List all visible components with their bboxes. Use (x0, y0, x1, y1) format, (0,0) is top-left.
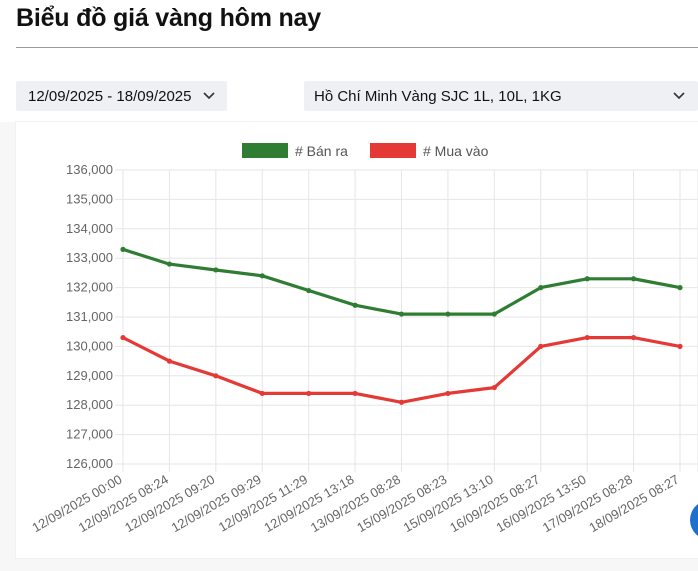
data-point (306, 390, 312, 397)
y-tick-label: 131,000 (66, 309, 113, 324)
data-point (166, 261, 173, 267)
chevron-down-icon (672, 81, 686, 111)
date-range-value: 12/09/2025 - 18/09/2025 (28, 87, 192, 105)
chart-grid (115, 169, 698, 472)
title-divider (16, 47, 698, 48)
data-point (398, 311, 405, 317)
gold-type-select[interactable]: Hồ Chí Minh Vàng SJC 1L, 10L, 1KG (304, 81, 698, 111)
data-point (491, 384, 497, 391)
page-background (0, 122, 16, 558)
chevron-down-icon (202, 81, 216, 111)
y-tick-label: 127,000 (66, 427, 113, 442)
chart-panel: 126,000 127,000 128,000 129,000 130,000 131,0… (16, 122, 698, 558)
legend-swatch (242, 143, 288, 158)
data-point (352, 302, 358, 308)
data-point (398, 399, 405, 405)
chart-series (120, 246, 683, 405)
y-tick-label: 135,000 (66, 191, 113, 206)
chart-legend[interactable]: # Bán ra # Mua vào (242, 143, 489, 159)
legend-label: # Bán ra (295, 143, 348, 159)
page-background (0, 558, 698, 571)
data-point (677, 285, 683, 291)
data-point (213, 267, 219, 273)
data-point (538, 285, 544, 291)
data-point (445, 311, 451, 317)
y-tick-label: 133,000 (66, 250, 113, 265)
data-point (352, 390, 358, 397)
data-point (677, 343, 683, 349)
y-tick-label: 128,000 (66, 397, 113, 412)
y-tick-label: 130,000 (66, 338, 113, 353)
gold-type-value: Hồ Chí Minh Vàng SJC 1L, 10L, 1KG (314, 87, 562, 105)
legend-swatch (370, 143, 416, 158)
page-title: Biểu đồ giá vàng hôm nay (16, 4, 321, 32)
data-point (120, 246, 126, 252)
data-point (538, 343, 544, 349)
data-point (630, 334, 637, 341)
data-point (306, 287, 312, 294)
data-point (120, 334, 126, 341)
y-tick-label: 132,000 (66, 280, 113, 295)
data-point (584, 276, 590, 282)
data-point (491, 311, 497, 317)
y-tick-label: 129,000 (66, 368, 113, 383)
data-point (213, 373, 219, 379)
data-point (259, 390, 265, 397)
y-tick-label: 136,000 (66, 162, 113, 177)
floating-action-button[interactable] (690, 500, 698, 540)
data-point (259, 273, 265, 279)
legend-label: # Mua vào (423, 143, 489, 159)
data-point (445, 390, 451, 397)
price-line-chart: 126,000 127,000 128,000 129,000 130,000 131,0… (29, 143, 698, 535)
data-point (166, 358, 173, 364)
date-range-select[interactable]: 12/09/2025 - 18/09/2025 (16, 81, 227, 111)
data-point (630, 276, 637, 282)
data-point (584, 334, 590, 341)
y-tick-label: 126,000 (66, 456, 113, 471)
y-tick-label: 134,000 (66, 221, 113, 236)
